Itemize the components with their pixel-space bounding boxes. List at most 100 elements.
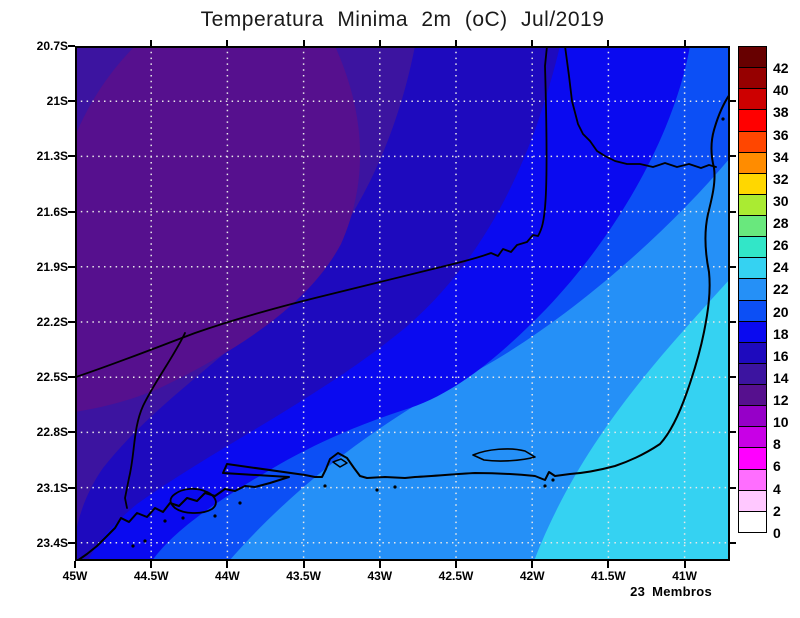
y-tick-label: 22.5S [36, 370, 68, 385]
x-tick-top [302, 40, 305, 46]
x-tick [302, 561, 305, 568]
x-tick-label: 44.5W [133, 569, 169, 583]
islet-dot [238, 501, 242, 505]
x-tick-top [531, 40, 534, 46]
colorbar-tick-label: 32 [773, 170, 789, 187]
contour-band-10-12 [75, 46, 361, 412]
x-tick-top [607, 40, 610, 46]
islet-dot [323, 484, 327, 488]
colorbar-tick-label: 10 [773, 414, 789, 431]
colorbar-cell-26-28 [738, 215, 767, 238]
y-tick-label: 21.9S [36, 259, 68, 274]
y-tick [68, 486, 75, 489]
colorbar-tick-label: 30 [773, 192, 789, 209]
y-tick [68, 210, 75, 213]
x-tick-top [683, 40, 686, 46]
x-tick-label: 42.5W [438, 569, 474, 583]
ensemble-members-caption: 23 Membros [630, 584, 712, 599]
colorbar-tick-label: 4 [773, 480, 781, 497]
colorbar-cell-28-30 [738, 193, 767, 216]
y-tick-right [730, 100, 736, 103]
x-tick [378, 561, 381, 568]
colorbar-cell-0-2 [738, 489, 767, 512]
islet-dot [181, 516, 185, 520]
y-tick-label: 21S [46, 94, 68, 109]
y-tick-right [730, 541, 736, 544]
colorbar-cell-34-36 [738, 130, 767, 153]
lagoon-araruama [472, 448, 536, 462]
colorbar-cell-32-34 [738, 151, 767, 174]
colorbar-cell-38-40 [738, 88, 767, 111]
colorbar-cell-8-10 [738, 405, 767, 428]
y-tick-label: 22.2S [36, 315, 68, 329]
colorbar-tick-label: 8 [773, 436, 781, 453]
y-tick-right [730, 210, 736, 213]
colorbar-cell-2-4 [738, 468, 767, 491]
y-tick [68, 376, 75, 379]
plot-frame [75, 46, 730, 561]
islet-dot [551, 478, 555, 482]
colorbar-tick-label: 0 [773, 524, 781, 541]
y-tick [68, 541, 75, 544]
colorbar-tick-label: 42 [773, 60, 789, 77]
colorbar-cell-22-24 [738, 257, 767, 280]
x-tick-label: 43.5W [286, 569, 321, 583]
colorbar-cell-<0 [738, 510, 767, 533]
state-border-north [75, 46, 717, 379]
colorbar-tick-label: 34 [773, 148, 789, 165]
y-tick [68, 321, 75, 323]
map-plot-area [75, 46, 730, 561]
island-ilha-grande [169, 487, 217, 514]
colorbar-tick-label: 26 [773, 237, 789, 254]
colorbar-tick-label: 24 [773, 259, 789, 276]
y-tick-right [730, 265, 736, 268]
x-tick [607, 561, 610, 568]
colorbar-cell-40-42 [738, 67, 767, 90]
y-tick-label: 22.8S [36, 425, 68, 440]
colorbar-tick-label: 16 [773, 347, 789, 364]
state-border-west [124, 332, 186, 509]
x-tick-label: 43W [367, 569, 393, 583]
y-tick [68, 155, 75, 158]
y-tick-right [730, 321, 736, 323]
contour-band-22-24 [534, 279, 730, 561]
x-tick-label: 44W [215, 569, 240, 583]
y-tick-right [730, 376, 736, 379]
colorbar-cell-24-26 [738, 236, 767, 259]
y-tick-label: 21.3S [36, 149, 68, 164]
y-tick [68, 265, 75, 268]
coastline [76, 93, 730, 561]
y-tick [68, 431, 75, 434]
chart-title: Temperatura Minima 2m (oC) Jul/2019 [200, 8, 605, 31]
x-tick-label: 41W [672, 569, 697, 583]
colorbar-tick-label: 36 [773, 126, 789, 143]
x-tick-label: 41.5W [591, 569, 626, 583]
y-tick-label: 21.6S [36, 204, 68, 219]
x-tick [531, 561, 534, 568]
islet-dot [375, 488, 379, 492]
colorbar-tick-label: 2 [773, 502, 781, 519]
colorbar-cell-4-6 [738, 447, 767, 470]
colorbar-cell-18-20 [738, 299, 767, 322]
contour-map-svg [75, 46, 730, 561]
colorbar-tick-label: 14 [773, 369, 789, 386]
colorbar-cell-6-8 [738, 426, 767, 449]
colorbar-tick-label: 28 [773, 215, 789, 232]
islet-dot [213, 514, 217, 518]
x-tick-top [455, 40, 457, 46]
x-tick [683, 561, 686, 568]
islet-dot [143, 539, 147, 543]
islet-dot [393, 485, 397, 489]
island-governador [332, 458, 348, 468]
colorbar-cell-12-14 [738, 362, 767, 385]
x-tick [226, 561, 229, 568]
colorbar-cell-20-22 [738, 278, 767, 301]
colorbar-tick-label: 12 [773, 392, 789, 409]
colorbar-tick-label: 20 [773, 303, 789, 320]
x-tick [455, 561, 457, 568]
x-tick [150, 561, 153, 568]
colorbar-tick-label: 40 [773, 82, 789, 99]
islet-dot [163, 519, 167, 523]
islet-dot [543, 484, 547, 488]
